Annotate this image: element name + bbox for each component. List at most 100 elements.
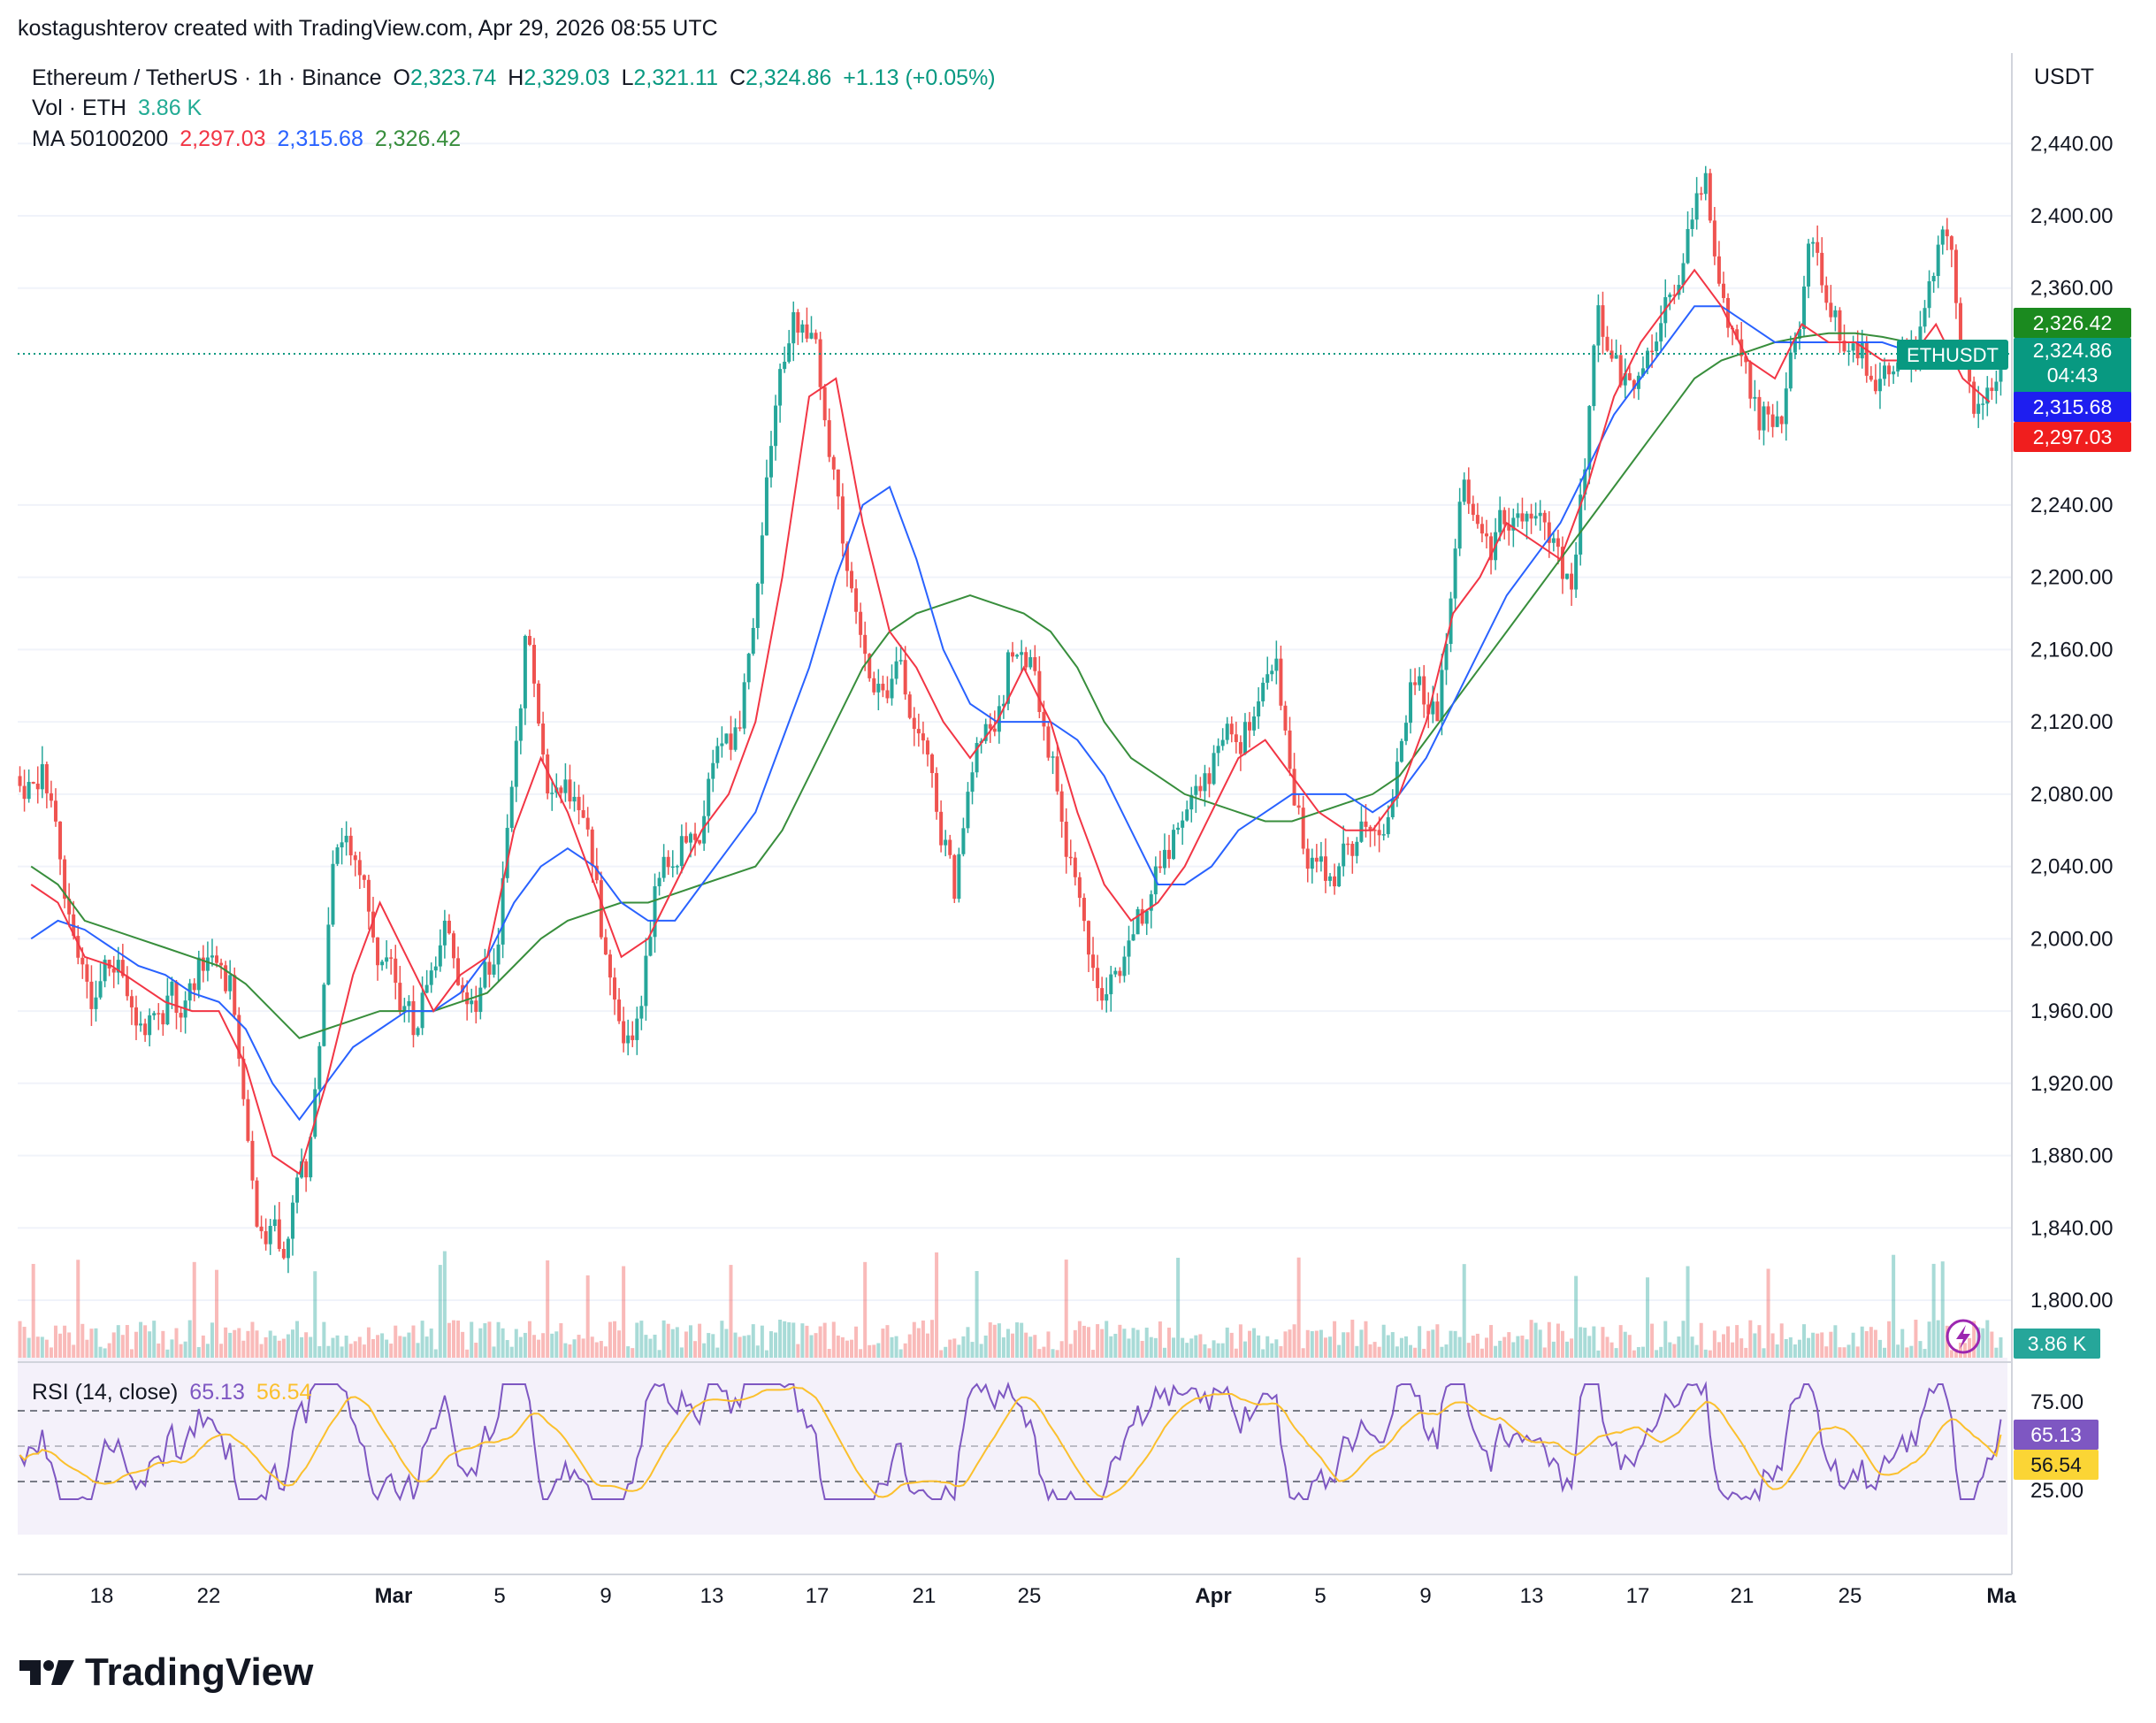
candle-body bbox=[129, 996, 134, 1007]
tradingview-logo[interactable]: TradingView bbox=[19, 1650, 313, 1695]
lightning-glyph bbox=[1956, 1325, 1970, 1349]
volume-bar bbox=[201, 1335, 205, 1358]
volume-bar bbox=[456, 1321, 461, 1358]
volume-bar bbox=[653, 1334, 657, 1358]
candle-body bbox=[196, 957, 201, 991]
currency-label[interactable]: USDT bbox=[2034, 65, 2095, 89]
candle-body bbox=[1551, 538, 1556, 543]
volume-bar bbox=[1958, 1343, 1962, 1358]
candle-body bbox=[742, 682, 746, 729]
legend-vol-label[interactable]: Vol · ETH bbox=[32, 96, 126, 120]
volume-bar bbox=[322, 1321, 326, 1358]
volume-bar bbox=[1999, 1336, 2003, 1358]
volume-bar bbox=[970, 1342, 975, 1358]
volume-bar bbox=[1292, 1324, 1296, 1358]
candle-body bbox=[1793, 338, 1797, 353]
legend-symbol[interactable]: Ethereum / TetherUS · 1h · Binance bbox=[32, 65, 382, 90]
candle-body bbox=[31, 782, 35, 784]
volume-bar bbox=[1109, 1336, 1113, 1358]
candle-body bbox=[1583, 469, 1587, 495]
candle-body bbox=[228, 975, 233, 992]
volume-bar bbox=[1655, 1350, 1659, 1358]
candle-body bbox=[1359, 821, 1364, 842]
volume-bar bbox=[1927, 1321, 1931, 1358]
time-tick-label: 21 bbox=[1731, 1584, 1755, 1608]
candle-body bbox=[192, 983, 196, 991]
volume-bar bbox=[1225, 1327, 1229, 1358]
volume-bar bbox=[751, 1324, 755, 1358]
candle-body bbox=[1574, 555, 1579, 590]
volume-bar bbox=[1883, 1347, 1887, 1358]
volume-bar bbox=[1489, 1325, 1494, 1358]
time-axis-ticks: 18 22 Mar 5 9 13 17 21 25 Apr 5 9 13 17 21 25 Ma bbox=[90, 1584, 2017, 1608]
volume-bar bbox=[1162, 1347, 1166, 1358]
legend-open: 2,323.74 bbox=[409, 65, 497, 90]
candle-body bbox=[541, 724, 546, 754]
time-tick-label: Ma bbox=[1986, 1584, 2016, 1608]
candle-body bbox=[1113, 970, 1118, 975]
time-tick-label: 17 bbox=[806, 1584, 830, 1608]
candle-body bbox=[577, 796, 581, 810]
candle-body bbox=[1176, 827, 1181, 831]
volume-bar bbox=[300, 1336, 304, 1358]
lightning-icon[interactable] bbox=[1946, 1319, 1981, 1354]
volume-bar bbox=[1242, 1341, 1247, 1358]
volume-bar bbox=[1708, 1350, 1712, 1358]
candle-body bbox=[693, 833, 698, 840]
candle-body bbox=[1735, 329, 1739, 340]
candle-body bbox=[590, 829, 594, 866]
volume-bar bbox=[1807, 1337, 1811, 1358]
candle-body bbox=[1172, 830, 1176, 860]
volume-bar bbox=[313, 1271, 317, 1358]
candle-body bbox=[666, 856, 670, 868]
ma200-line bbox=[30, 332, 1990, 1039]
candle-body bbox=[1646, 350, 1650, 369]
candle-body bbox=[76, 936, 80, 958]
candle-body bbox=[872, 678, 876, 693]
volume-bar bbox=[729, 1265, 733, 1358]
volume-bar bbox=[1059, 1341, 1064, 1358]
volume-bar bbox=[1176, 1257, 1181, 1358]
candle-body bbox=[1207, 773, 1212, 785]
legend-ma-label[interactable]: MA 50100200 bbox=[32, 126, 169, 151]
candle-body bbox=[702, 816, 707, 844]
candle-body bbox=[572, 796, 577, 802]
candle-body bbox=[1579, 494, 1583, 555]
volume-bar bbox=[657, 1350, 661, 1358]
legend-rsi-label[interactable]: RSI (14, close) bbox=[32, 1380, 179, 1405]
volume-bar bbox=[1479, 1348, 1484, 1358]
candle-body bbox=[930, 754, 935, 774]
volume-bar bbox=[733, 1332, 738, 1358]
volume-bar bbox=[670, 1329, 675, 1358]
candle-body bbox=[859, 611, 863, 635]
candle-body bbox=[1972, 381, 1976, 414]
legend-rsi-ma-value: 56.54 bbox=[256, 1380, 312, 1405]
symbol-tag-bg bbox=[1897, 340, 2008, 370]
candle-body bbox=[764, 477, 768, 536]
candle-body bbox=[348, 835, 353, 856]
volume-bar bbox=[550, 1333, 554, 1358]
volume-bar bbox=[85, 1339, 89, 1358]
volume-bar bbox=[935, 1252, 939, 1358]
candle-body bbox=[63, 859, 67, 900]
candle-body bbox=[523, 635, 527, 708]
volume-bar bbox=[1565, 1341, 1570, 1358]
volume-bar bbox=[581, 1338, 585, 1358]
volume-bar bbox=[818, 1326, 822, 1358]
volume-bar bbox=[1314, 1330, 1319, 1358]
candle-body bbox=[1409, 682, 1413, 724]
volume-bar bbox=[585, 1275, 590, 1358]
time-tick-label: 13 bbox=[700, 1584, 724, 1608]
volume-bar bbox=[518, 1336, 523, 1358]
legend-high: 2,329.03 bbox=[524, 65, 610, 90]
rsi-ma-path bbox=[19, 1386, 2002, 1498]
candle-body bbox=[1927, 281, 1931, 309]
volume-bar bbox=[1310, 1331, 1314, 1358]
candle-body bbox=[98, 981, 103, 998]
volume-bar bbox=[1936, 1320, 1940, 1358]
candle-body bbox=[120, 960, 125, 976]
candle-body bbox=[1028, 657, 1033, 668]
candle-body bbox=[1784, 388, 1788, 425]
volume-bar bbox=[635, 1322, 639, 1358]
